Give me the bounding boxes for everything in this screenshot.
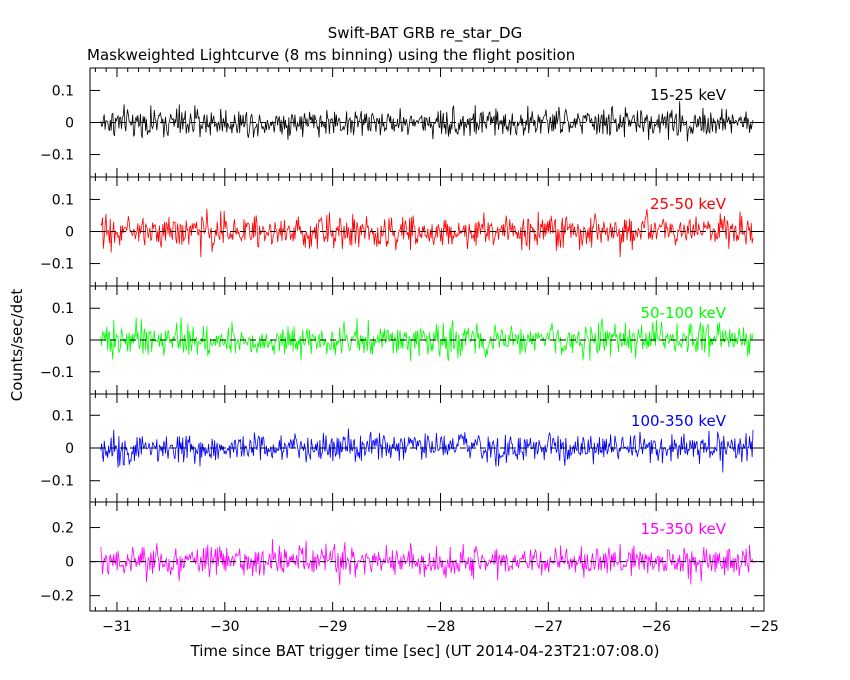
x-axis-label: Time since BAT trigger time [sec] (UT 20…	[190, 642, 660, 660]
y-tick-label: 0	[65, 441, 74, 457]
panel-5: 0.2 0 −0.2 15-350 keV	[40, 501, 765, 612]
panels-group: 0.1 0 −0.1 15-25 keV 0.1 0 −0.1 25-50 keV 0.1 0 −0…	[40, 67, 779, 635]
series-line-2	[100, 208, 754, 258]
series-label: 15-25 keV	[650, 86, 727, 104]
x-tick-label: −28	[426, 619, 456, 635]
figure-title: Swift-BAT GRB re_star_DG	[328, 24, 522, 43]
series-label: 100-350 keV	[631, 412, 727, 430]
y-tick-label: 0.1	[52, 301, 74, 317]
y-tick-label: 0.1	[52, 192, 74, 208]
series-label: 25-50 keV	[650, 195, 727, 213]
x-tick-label: −27	[534, 619, 564, 635]
y-tick-label: 0	[65, 333, 74, 349]
panel-3: 0.1 0 −0.1 50-100 keV	[40, 285, 765, 395]
y-tick-label: 0.2	[52, 521, 74, 537]
y-tick-label: −0.2	[40, 589, 74, 605]
panel-4: 0.1 0 −0.1 100-350 keV	[40, 393, 765, 503]
panel-frame	[89, 501, 765, 612]
series-label: 50-100 keV	[640, 304, 726, 322]
x-tick-label: −30	[210, 619, 240, 635]
x-tick-label: −25	[749, 619, 779, 635]
series-line-1	[100, 101, 754, 142]
y-tick-label: 0.1	[52, 408, 74, 424]
y-tick-label: −0.1	[40, 257, 74, 273]
y-tick-label: 0	[65, 116, 74, 132]
series-label: 15-350 keV	[640, 520, 726, 538]
series-line-4	[100, 428, 754, 473]
figure-subtitle: Maskweighted Lightcurve (8 ms binning) u…	[87, 46, 575, 64]
x-tick-label: −26	[641, 619, 671, 635]
x-tick-label: −31	[102, 619, 132, 635]
series-line-3	[100, 317, 754, 361]
y-tick-label: −0.1	[40, 148, 74, 164]
panel-2: 0.1 0 −0.1 25-50 keV	[40, 176, 765, 287]
y-tick-label: 0	[65, 225, 74, 241]
y-tick-label: −0.1	[40, 474, 74, 490]
y-tick-label: −0.1	[40, 365, 74, 381]
x-tick-label: −29	[318, 619, 348, 635]
y-tick-label: 0	[65, 555, 74, 571]
series-line-5	[100, 539, 754, 585]
panel-1: 0.1 0 −0.1 15-25 keV	[40, 67, 765, 178]
y-axis-label: Counts/sec/det	[8, 289, 26, 402]
y-tick-label: 0.1	[52, 83, 74, 99]
